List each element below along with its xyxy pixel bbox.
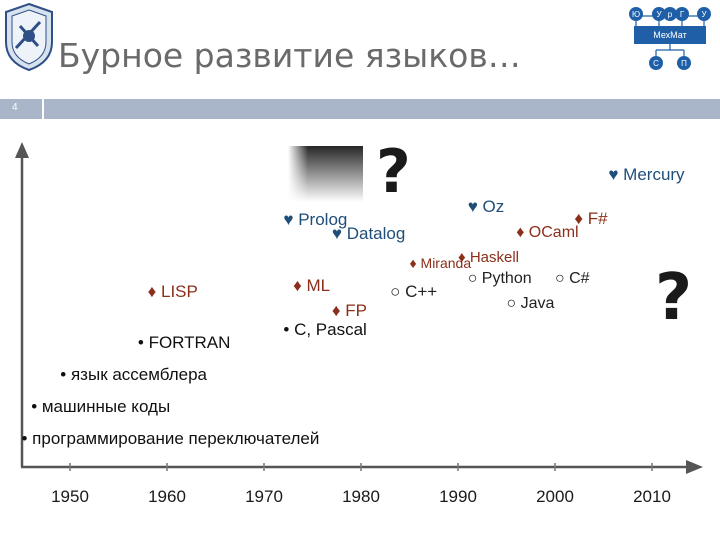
slide-number-box: [0, 99, 42, 119]
faded-image-fragment: [288, 146, 363, 202]
language-point-ocaml: ♦ OCaml: [516, 224, 578, 241]
language-point-java: ○ Java: [507, 295, 555, 312]
slide-number: 4: [12, 102, 18, 113]
logo-bottom-right: П: [681, 59, 687, 68]
language-point-c-: ○ C#: [555, 270, 590, 287]
language-point-машинные-коды: • машинные коды: [31, 397, 170, 416]
logo-letter-4: Г: [680, 10, 685, 19]
language-point-fortran: • FORTRAN: [138, 333, 231, 352]
language-point-python: ○ Python: [468, 270, 532, 287]
language-point-prolog: ♥ Prolog: [283, 210, 347, 229]
language-point-haskell: ♦ Haskell: [458, 249, 519, 266]
language-point-язык-ассемблера: • язык ассемблера: [60, 365, 207, 384]
x-tick-label: 1990: [439, 487, 477, 506]
language-point-mercury: ♥ Mercury: [608, 165, 685, 184]
logo-letter-2: У: [656, 10, 662, 19]
header-bar: [44, 99, 720, 119]
x-tick-label: 1950: [51, 487, 89, 506]
university-emblem-logo: [5, 2, 53, 72]
x-tick-label: 2010: [633, 487, 671, 506]
question-mark-right: ?: [655, 261, 692, 335]
x-tick-label: 1980: [342, 487, 380, 506]
language-point-f-: ♦ F#: [574, 209, 608, 228]
logo-letter-3: р: [668, 10, 673, 19]
language-point-miranda: ♦ Miranda: [410, 255, 472, 271]
language-point-программирование-переключателей: • программирование переключателей: [22, 429, 320, 448]
x-tick-label: 1970: [245, 487, 283, 506]
language-point-datalog: ♥ Datalog: [332, 224, 405, 243]
x-axis: [21, 460, 703, 474]
logo-letter-1: Ю: [632, 10, 640, 19]
x-tick-label: 2000: [536, 487, 574, 506]
logo-label: МехМат: [653, 30, 686, 40]
mechmat-logo: Ю У р Г У МехМат С П: [622, 2, 714, 74]
question-mark-top: ?: [376, 137, 411, 207]
language-point-lisp: ♦ LISP: [148, 282, 198, 301]
language-point-fp: ♦ FP: [332, 301, 367, 320]
y-axis: [15, 142, 29, 467]
x-tick-label: 1960: [148, 487, 186, 506]
language-point-oz: ♥ Oz: [468, 197, 505, 216]
language-point-c-pascal: • C, Pascal: [283, 320, 366, 339]
language-point-ml: ♦ ML: [293, 276, 330, 295]
languages-timeline-chart: 1950 1960 1970 1980 1990 2000 2010 ♥ Mercury ♥ …: [15, 137, 703, 506]
page-title: Бурное развитие языков…: [58, 36, 521, 75]
logo-letter-5: У: [701, 10, 707, 19]
language-point-c-: ○ C++: [390, 282, 437, 301]
logo-bottom-left: С: [653, 59, 659, 68]
